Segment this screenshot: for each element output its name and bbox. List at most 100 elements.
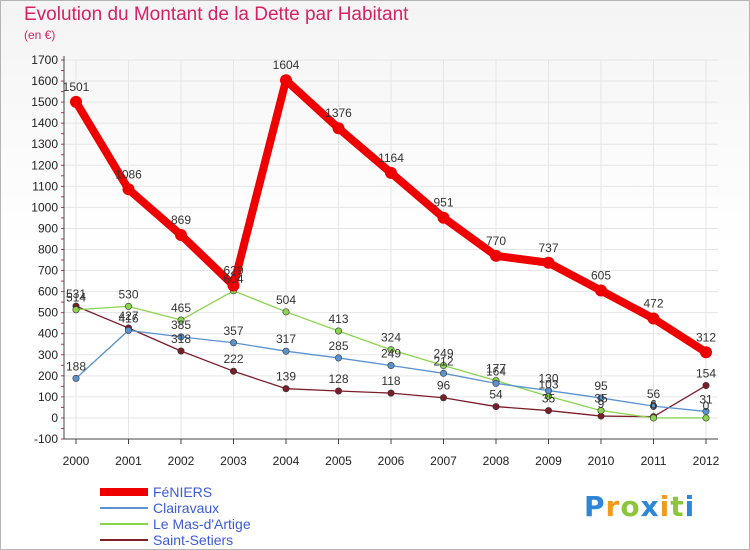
data-label: 416 <box>118 311 138 325</box>
data-point <box>175 228 187 241</box>
legend-swatch <box>100 539 148 541</box>
x-tick-label: 2006 <box>378 454 405 468</box>
data-label: 317 <box>276 332 296 346</box>
data-label: 504 <box>276 293 296 307</box>
data-label: 1376 <box>325 106 352 120</box>
legend-label: Saint-Setiers <box>153 532 234 548</box>
x-tick-label: 2010 <box>588 454 615 468</box>
data-label: 177 <box>486 362 506 376</box>
data-label: 1501 <box>63 80 90 94</box>
x-tick-label: 2003 <box>220 454 247 468</box>
data-point <box>439 369 447 377</box>
data-label: 324 <box>381 331 401 345</box>
data-label: 9 <box>598 397 605 411</box>
legend-swatch <box>100 507 148 509</box>
data-point <box>595 284 607 297</box>
data-label: 35 <box>594 392 608 406</box>
data-label: 56 <box>647 387 661 401</box>
data-point <box>72 374 80 382</box>
x-tick-label: 2000 <box>63 454 90 468</box>
data-point <box>544 387 552 395</box>
data-point <box>282 308 290 316</box>
data-label: 249 <box>381 347 401 361</box>
data-label: 530 <box>118 287 138 301</box>
legend-label: Clairavaux <box>153 500 220 516</box>
data-label: 531 <box>66 287 86 301</box>
logo-letter: r <box>605 490 621 523</box>
data-label: 318 <box>171 332 191 346</box>
data-point <box>282 347 290 355</box>
y-tick-label: 0 <box>51 411 58 425</box>
data-label: 188 <box>66 359 86 373</box>
y-tick-label: 800 <box>38 243 58 257</box>
y-tick-label: 1300 <box>31 137 58 151</box>
chart-title: Evolution du Montant de la Dette par Hab… <box>24 4 409 25</box>
y-tick-label: 1100 <box>32 179 58 193</box>
data-label: 212 <box>433 354 453 368</box>
y-tick-label: 1700 <box>31 53 58 67</box>
chart-legend: FéNIERS Clairavaux Le Mas-d'Artige Saint-Se… <box>100 484 340 548</box>
data-label: 385 <box>171 318 191 332</box>
y-tick-label: 300 <box>38 348 58 362</box>
data-label: 35 <box>542 392 556 406</box>
y-tick-label: 1600 <box>31 74 58 88</box>
data-label: 465 <box>171 301 191 315</box>
data-point <box>702 414 710 422</box>
y-tick-label: 100 <box>38 390 58 404</box>
logo-letter: t <box>670 490 685 523</box>
logo-letter: i <box>684 490 696 523</box>
data-point <box>334 387 342 395</box>
data-point <box>70 95 82 108</box>
logo-letter: o <box>620 490 641 523</box>
data-point <box>177 347 185 355</box>
data-label: 357 <box>223 324 243 338</box>
data-label: 312 <box>696 330 716 344</box>
x-tick-label: 2011 <box>641 454 667 468</box>
y-tick-label: 900 <box>38 221 58 235</box>
y-tick-label: 1500 <box>31 95 58 109</box>
data-point <box>492 379 500 387</box>
data-point <box>125 302 133 310</box>
y-tick-label: 600 <box>38 285 58 299</box>
data-label: 737 <box>538 241 558 255</box>
data-label: 128 <box>328 372 348 386</box>
data-point <box>125 326 133 334</box>
data-label: 427 <box>118 309 138 323</box>
data-label: 95 <box>594 379 608 393</box>
y-tick-label: 1200 <box>31 158 58 172</box>
data-label: 96 <box>437 379 451 393</box>
data-label: 31 <box>699 392 713 406</box>
data-point <box>700 346 712 359</box>
data-label: 770 <box>486 234 506 248</box>
x-tick-label: 2012 <box>693 454 720 468</box>
y-tick-label: 200 <box>38 369 58 383</box>
data-point <box>439 362 447 370</box>
legend-item: Saint-Setiers <box>100 532 340 548</box>
data-point <box>597 394 605 402</box>
x-tick-label: 2002 <box>168 454 195 468</box>
data-point <box>230 367 238 375</box>
data-point <box>227 279 240 292</box>
x-tick-label: 2007 <box>430 454 457 468</box>
data-point <box>280 74 292 87</box>
data-point <box>334 354 342 362</box>
data-label: 0 <box>703 399 710 413</box>
data-point <box>387 346 395 354</box>
data-point <box>544 407 552 415</box>
logo-letter: P <box>584 490 606 523</box>
y-tick-label: 700 <box>38 264 58 278</box>
legend-swatch <box>100 523 148 525</box>
data-point <box>647 312 660 325</box>
x-tick-label: 2009 <box>535 454 562 468</box>
data-label: 951 <box>433 196 453 210</box>
data-label: 249 <box>433 347 453 361</box>
data-point <box>597 407 605 415</box>
data-label: 413 <box>328 312 348 326</box>
data-label: 139 <box>276 370 296 384</box>
data-point <box>702 407 710 415</box>
data-point <box>334 327 342 335</box>
legend-label: FéNIERS <box>153 484 213 500</box>
data-point <box>387 362 395 370</box>
data-label: 118 <box>381 374 400 388</box>
